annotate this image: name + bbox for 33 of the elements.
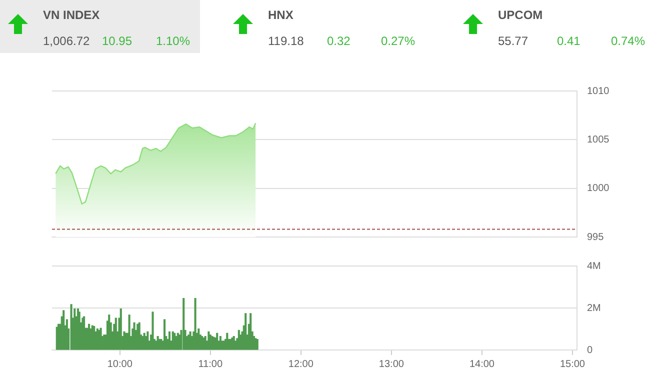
- text: 0.74%: [610, 34, 645, 48]
- text: 1.10%: [156, 34, 190, 48]
- text: 10.95: [102, 34, 132, 48]
- bar: [256, 338, 258, 350]
- y-tick-label: 1005: [587, 134, 610, 146]
- x-tick-label: 14:00: [469, 358, 495, 370]
- y-tick-label: 2M: [587, 302, 601, 314]
- x-tick-label: 11:00: [198, 358, 223, 370]
- text: VN INDEX: [43, 8, 100, 22]
- bar: [208, 331, 210, 350]
- bar: [152, 312, 154, 350]
- text: UPCOM: [498, 8, 543, 22]
- bar: [108, 314, 110, 350]
- y-tick-label: 1010: [587, 86, 610, 97]
- y-tick-label: 0: [587, 344, 593, 356]
- text: 0.27%: [380, 34, 415, 48]
- y-tick-label: 1000: [587, 183, 610, 194]
- text: 0.32: [327, 34, 350, 48]
- text: 1,006.72: [43, 34, 90, 48]
- x-tick-label: 13:00: [378, 358, 404, 370]
- y-tick-label: 4M: [587, 260, 601, 272]
- y-tick-label: 995: [587, 232, 604, 243]
- bar: [226, 332, 228, 350]
- text: 119.18: [268, 34, 304, 48]
- x-tick-label: 12:00: [288, 358, 314, 370]
- x-tick-label: 10:00: [107, 358, 133, 370]
- bar: [146, 331, 149, 350]
- text: HNX: [268, 8, 294, 22]
- bar: [250, 313, 252, 350]
- bar: [216, 332, 218, 350]
- text: 0.41: [557, 34, 580, 48]
- text: 55.77: [498, 34, 528, 48]
- x-tick-label: 15:00: [560, 358, 586, 370]
